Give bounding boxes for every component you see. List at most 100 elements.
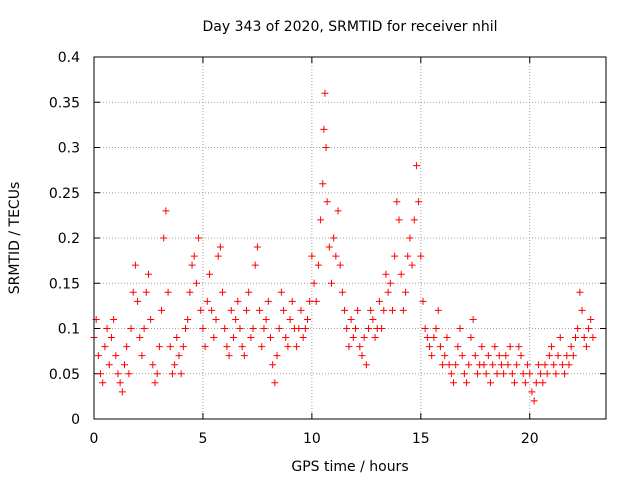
data-point (456, 325, 464, 332)
data-point (554, 352, 562, 360)
data-point (358, 352, 366, 360)
data-point (304, 315, 312, 323)
data-point (216, 243, 224, 251)
data-point (582, 343, 590, 351)
data-point (334, 207, 342, 215)
chart-title: Day 343 of 2020, SRMTID for receiver nhi… (203, 19, 498, 35)
data-point (164, 288, 172, 296)
data-point (491, 343, 499, 351)
data-point (184, 315, 192, 323)
data-point (552, 370, 560, 378)
data-point (131, 261, 139, 269)
data-point (574, 325, 582, 332)
data-point (587, 315, 595, 323)
data-point (284, 343, 292, 351)
data-point (266, 334, 274, 342)
data-point (256, 306, 264, 314)
y-tick-label: 0.35 (49, 95, 80, 111)
data-point (360, 334, 368, 342)
data-point (192, 279, 200, 287)
data-point (171, 361, 179, 369)
data-point (497, 361, 505, 369)
data-point (286, 315, 294, 323)
data-point (480, 361, 488, 369)
data-point (107, 334, 115, 342)
data-point (362, 361, 370, 369)
data-point (430, 334, 438, 342)
data-point (532, 379, 540, 387)
data-point (495, 352, 503, 360)
data-point (227, 306, 235, 314)
data-point (580, 334, 588, 342)
data-point (567, 343, 575, 351)
x-axis-label: GPS time / hours (291, 459, 408, 475)
data-point (478, 343, 486, 351)
data-point (310, 279, 318, 287)
data-point (199, 325, 207, 332)
data-point (201, 343, 209, 351)
data-point (214, 252, 222, 260)
data-point (129, 288, 137, 296)
data-point (417, 252, 425, 260)
data-point (436, 343, 444, 351)
data-point (321, 89, 329, 97)
data-point (338, 288, 346, 296)
data-point (493, 370, 501, 378)
data-point (410, 216, 418, 224)
plot-frame (93, 56, 607, 420)
data-point (393, 198, 401, 206)
data-point (299, 334, 307, 342)
data-point (271, 379, 279, 387)
data-point (314, 261, 322, 269)
data-point (484, 352, 492, 360)
data-point (519, 370, 527, 378)
data-point (234, 297, 242, 305)
data-point (317, 216, 325, 224)
data-point (151, 379, 159, 387)
y-tick-label: 0.1 (58, 322, 80, 338)
data-point (460, 370, 468, 378)
data-point (563, 352, 571, 360)
data-point (219, 288, 227, 296)
data-point (243, 306, 251, 314)
data-point (262, 315, 270, 323)
data-point (473, 370, 481, 378)
data-point (447, 370, 455, 378)
data-point (301, 325, 309, 332)
data-point (380, 306, 388, 314)
data-point (356, 343, 364, 351)
data-point (247, 334, 255, 342)
data-point (232, 315, 240, 323)
data-point (548, 343, 556, 351)
data-point (173, 334, 181, 342)
data-point (162, 207, 170, 215)
data-point (245, 288, 253, 296)
data-point (306, 297, 314, 305)
data-point (123, 343, 131, 351)
data-point (212, 315, 220, 323)
data-point (365, 325, 373, 332)
data-point (386, 279, 394, 287)
data-point (428, 352, 436, 360)
x-tick-labels: 0 5 10 15 20 (90, 431, 539, 447)
data-point (465, 361, 473, 369)
data-point (258, 343, 266, 351)
y-tick-label: 0 (71, 412, 80, 428)
data-point (524, 361, 532, 369)
data-point (238, 343, 246, 351)
data-point (561, 370, 569, 378)
data-point (127, 325, 135, 332)
data-point (432, 325, 440, 332)
data-point (449, 379, 457, 387)
data-point (140, 325, 148, 332)
data-point (506, 343, 514, 351)
y-tick-labels: 0 0.05 0.1 0.15 0.2 0.25 0.3 0.35 0.4 (49, 50, 80, 428)
data-point (282, 334, 290, 342)
data-point (295, 325, 303, 332)
data-point (406, 234, 414, 242)
data-point (118, 388, 126, 396)
data-point (94, 352, 102, 360)
data-point (423, 334, 431, 342)
data-point (153, 370, 161, 378)
